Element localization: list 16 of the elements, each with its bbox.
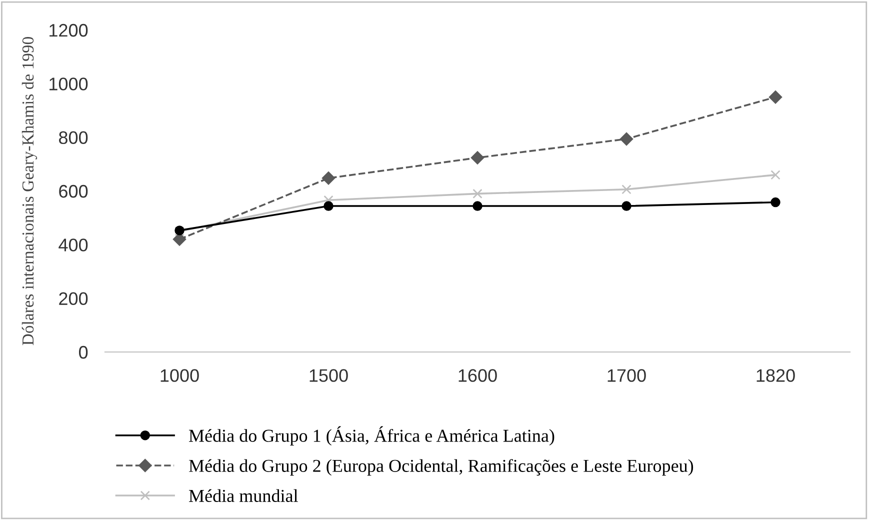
x-tick-label: 1700 [608, 369, 646, 382]
y-tick-label: 0 [79, 346, 88, 359]
y-tick-label: 1200 [50, 24, 88, 37]
legend-label: Média do Grupo 1 (Ásia, África e América Latina) [188, 426, 554, 446]
x-tick-label: 1500 [310, 369, 348, 382]
x-tick-label: 1000 [160, 369, 199, 382]
x-tick-label: 1820 [756, 369, 795, 382]
y-tick-label: 400 [58, 238, 88, 252]
y-tick-label: 600 [59, 184, 88, 198]
y-tick-label: 1000 [50, 78, 88, 90]
legend-label: Média mundial [188, 489, 298, 502]
y-tick-label: 800 [58, 131, 88, 144]
y-axis-title: Dólares internacionais Geary-Khamis de 1990 [22, 37, 38, 346]
x-tick-label: 1600 [458, 369, 497, 382]
legend-label: Média do Grupo 2 (Europa Ocidental, Ramificações e Leste Europeu) [188, 459, 694, 476]
y-tick-label: 200 [59, 292, 88, 306]
